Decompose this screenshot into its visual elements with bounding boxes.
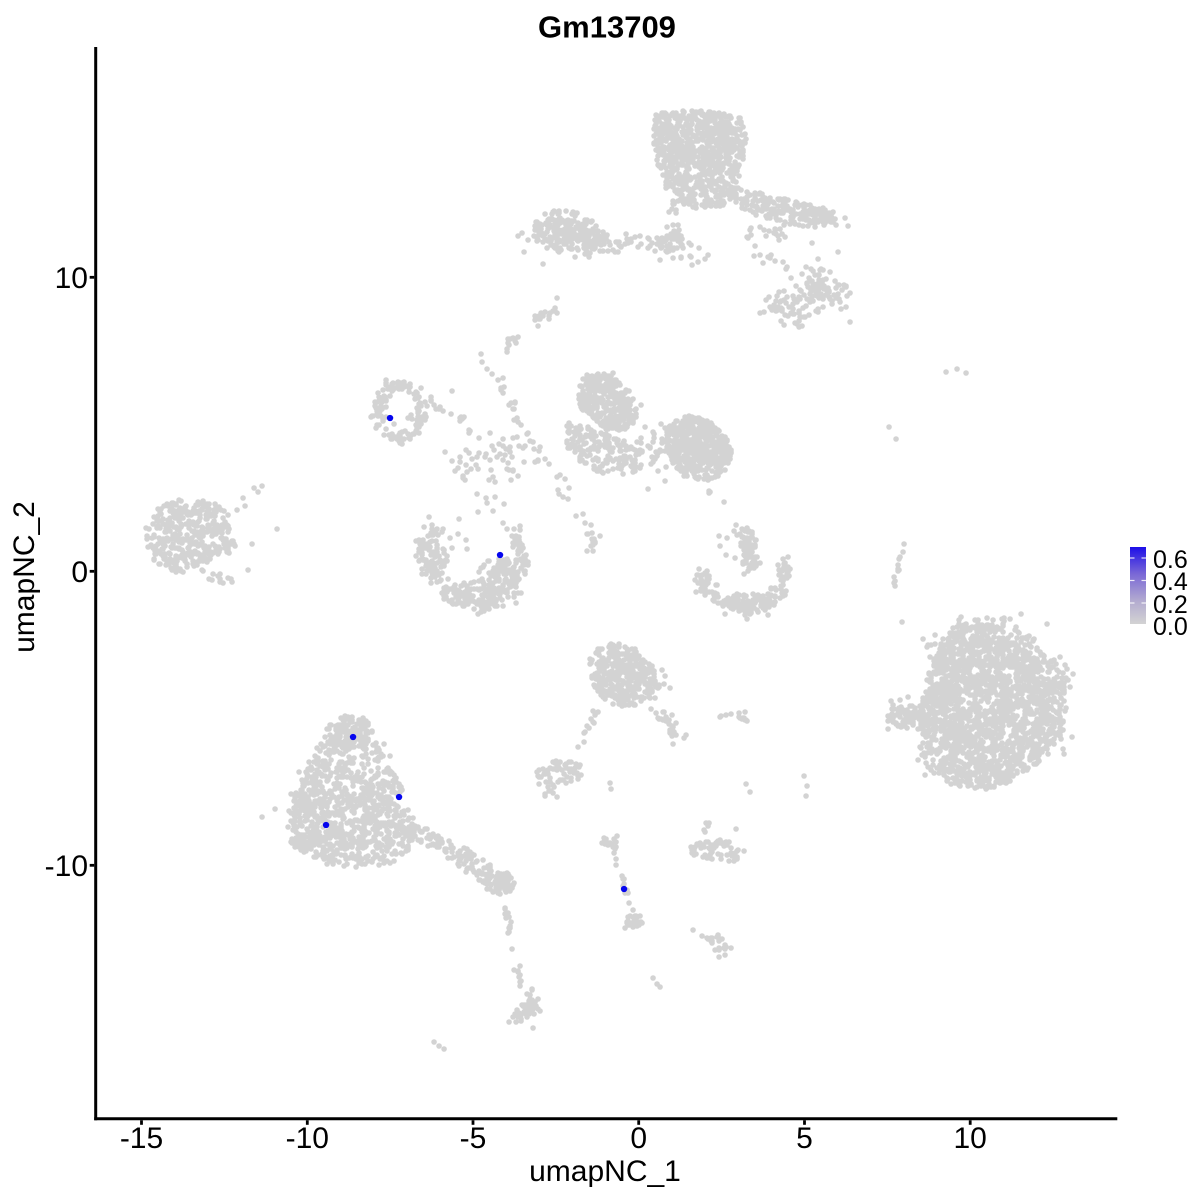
svg-text:umapNC_1: umapNC_1 [529,1155,681,1188]
svg-text:-15: -15 [120,1122,163,1155]
svg-text:Gm13709: Gm13709 [538,10,676,45]
svg-text:5: 5 [796,1122,813,1155]
svg-text:-5: -5 [460,1122,487,1155]
svg-text:0.0: 0.0 [1153,613,1188,641]
svg-text:-10: -10 [45,850,88,883]
svg-text:0.2: 0.2 [1153,591,1188,619]
svg-text:umapNC_2: umapNC_2 [8,501,41,653]
svg-text:10: 10 [954,1122,987,1155]
svg-text:0.6: 0.6 [1153,546,1188,574]
svg-text:0.4: 0.4 [1153,568,1188,596]
svg-text:-10: -10 [286,1122,329,1155]
svg-text:10: 10 [55,262,88,295]
svg-text:0: 0 [630,1122,647,1155]
svg-text:0: 0 [71,556,88,589]
